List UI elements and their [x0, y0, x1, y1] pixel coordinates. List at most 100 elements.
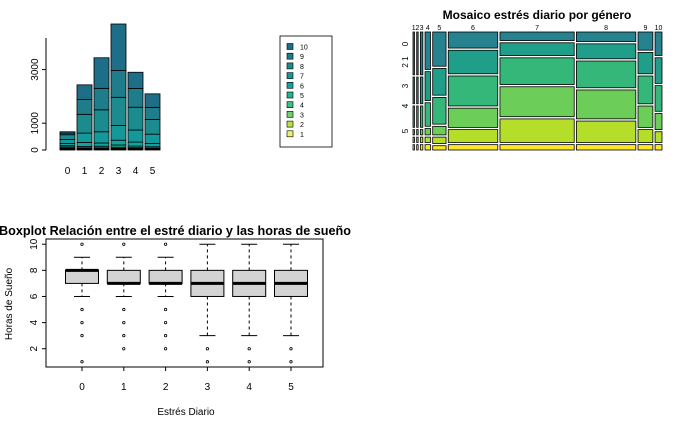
mosaic-cell	[424, 144, 431, 151]
mosaic-cell	[412, 144, 415, 151]
bar-segment	[127, 106, 144, 131]
boxplot-outlier	[80, 320, 84, 325]
boxplot-y-tick-label: 4	[29, 319, 40, 325]
boxplot-y-label: Horas de Sueño	[4, 267, 15, 340]
bar-segment	[59, 134, 76, 140]
boxplot-y-tick-label: 10	[29, 238, 40, 250]
bar-segment	[127, 71, 144, 89]
mosaic-cell	[447, 144, 499, 151]
boxplot-y-tick-label: 6	[29, 293, 40, 299]
bar-segment	[144, 133, 161, 144]
mosaic-cell	[576, 31, 637, 43]
mosaic-y-label: 4	[401, 103, 410, 108]
mosaic-cell	[432, 125, 447, 136]
mosaic-cell	[499, 86, 575, 118]
mosaic-cell	[424, 71, 431, 101]
bar-y-tick-label: 0	[30, 147, 41, 153]
bar-x-label: 3	[116, 166, 122, 177]
boxplot-outlier	[164, 320, 168, 325]
mosaic-cell	[637, 144, 654, 151]
boxplot-x-tick-label: 5	[288, 382, 294, 393]
mosaic-cell	[419, 105, 424, 128]
mosaic-cell	[419, 136, 424, 143]
bar-legend-swatch	[286, 43, 294, 50]
bar-segment	[93, 87, 110, 111]
boxplot-outlier	[80, 360, 84, 364]
bar-segment	[93, 57, 110, 89]
boxplot-outlier	[80, 307, 84, 312]
boxplot-outlier	[122, 347, 126, 351]
boxplot-outlier	[164, 242, 168, 246]
bar-legend-label: 5	[300, 93, 304, 100]
mosaic-cell	[424, 128, 431, 136]
bar-legend-swatch	[286, 52, 294, 60]
bar-segment	[76, 99, 93, 115]
boxplot-outlier	[205, 347, 209, 351]
mosaic-cell	[637, 129, 654, 143]
bar-segment	[127, 141, 144, 147]
boxplot-x-tick-label: 2	[163, 382, 169, 393]
bar-legend-swatch	[286, 62, 294, 70]
mosaic-y-label: 3	[401, 83, 410, 88]
bar-segment	[110, 70, 127, 98]
mosaic-cell	[654, 144, 663, 151]
mosaic-cells	[412, 31, 663, 151]
mosaic-cell	[499, 118, 575, 143]
bar-legend-label: 6	[300, 83, 304, 90]
bar-legend-swatch	[286, 130, 294, 138]
bar-x-label: 1	[82, 166, 88, 177]
bar-legend-box	[279, 35, 333, 148]
mosaic-cell	[654, 85, 663, 112]
bar-legend-swatch	[286, 120, 294, 128]
bar-segment	[110, 96, 127, 126]
mosaic-cell	[424, 102, 431, 127]
mosaic-cell	[432, 136, 447, 144]
boxplot-outlier	[164, 347, 168, 351]
boxplot-box	[106, 269, 141, 284]
boxplot-marks	[65, 242, 308, 364]
mosaic-cell	[419, 76, 424, 105]
bar-x-label: 0	[65, 166, 71, 177]
mosaic-x-label: 8	[604, 25, 608, 32]
mosaic-cell	[637, 105, 654, 128]
bar-segment	[76, 142, 93, 147]
boxplot-outlier	[122, 334, 126, 338]
mosaic-x-labels: 1 2 3 4 5 6 7 8 9 10	[412, 25, 663, 32]
mosaic-cell	[447, 107, 499, 128]
mosaic-cell	[424, 31, 431, 70]
bar-segment	[144, 119, 161, 135]
bar-segment	[144, 106, 161, 120]
mosaic-y-label: 2 1	[401, 56, 410, 68]
boxplot-outlier	[247, 360, 251, 364]
mosaic-cell	[447, 129, 499, 143]
mosaic-x-label: 2	[415, 25, 419, 32]
boxplot-x-tick-label: 4	[246, 382, 252, 393]
bar-legend-label: 1	[300, 132, 304, 139]
bar-legend-label: 4	[300, 103, 304, 110]
bar-segment	[76, 84, 93, 100]
boxplot-outlier	[122, 320, 126, 325]
mosaic-cell	[447, 75, 499, 107]
mosaic-cell	[447, 31, 499, 49]
bar-legend: 10 9 8 7 6 5 4 3 2 1	[286, 43, 308, 139]
bar-segment	[93, 109, 110, 133]
bar-segment	[76, 132, 93, 143]
mosaic-x-label: 9	[643, 25, 647, 32]
mosaic-title: Mosaico estrés diario por género	[443, 8, 632, 22]
bar-y-tick-label: 3000	[30, 58, 41, 81]
boxplot-outlier	[122, 242, 126, 246]
boxplot-frame	[45, 238, 324, 368]
boxplot-x-tick-label: 3	[205, 382, 211, 393]
mosaic-cell	[419, 144, 424, 151]
mosaic-cell	[432, 31, 447, 67]
boxplot-x-tick-label: 1	[121, 382, 127, 393]
mosaic-cell	[416, 129, 419, 136]
mosaic-cell	[412, 129, 415, 136]
bar-segment	[144, 93, 161, 108]
bar-segment	[59, 131, 76, 134]
bar-x-label: 4	[133, 166, 139, 177]
boxplot-outlier	[289, 347, 293, 351]
